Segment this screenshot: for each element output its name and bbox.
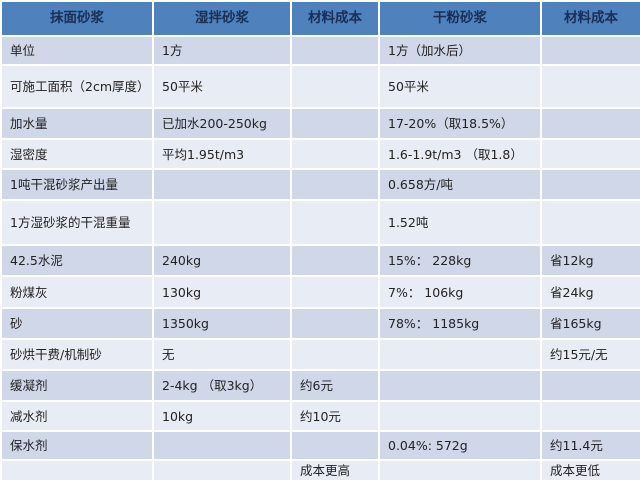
table-cell: 15%： 228kg <box>378 244 542 277</box>
table-cell: 约11.4元 <box>540 430 640 461</box>
table-cell <box>290 244 380 277</box>
table-row: 可施工面积（2cm厚度） 50平米 50平米 <box>0 64 640 109</box>
table-cell: 50平米 <box>378 64 542 109</box>
table-cell <box>290 307 380 340</box>
table-cell: 湿密度 <box>0 138 154 170</box>
table-cell: 0.658方/吨 <box>378 168 542 201</box>
table-cell: 0.04%: 572g <box>378 430 542 461</box>
table-row: 1方湿砂浆的干混重量 1.52吨 <box>0 199 640 246</box>
table-cell: 平均1.95t/m3 <box>152 138 292 170</box>
table-cell <box>290 138 380 170</box>
table-row: 42.5水泥 240kg 15%： 228kg 省12kg <box>0 244 640 277</box>
table-cell: 42.5水泥 <box>0 244 154 277</box>
table-cell: 10kg <box>152 400 292 432</box>
table-row: 减水剂 10kg 约10元 <box>0 400 640 432</box>
table-cell: 砂 <box>0 307 154 340</box>
header-cell: 材料成本 <box>540 0 640 37</box>
table-cell: 1吨干混砂浆产出量 <box>0 168 154 201</box>
table-row: 加水量 已加水200-250kg 17-20%（取18.5%） <box>0 107 640 140</box>
table-cell <box>540 168 640 201</box>
table-row: 砂烘干费/机制砂无 约15元/无 <box>0 338 640 371</box>
table-cell <box>290 35 380 66</box>
table-cell: 1.52吨 <box>378 199 542 246</box>
table-cell: 单位 <box>0 35 154 66</box>
table-cell: 加水量 <box>0 107 154 140</box>
table-cell: 240kg <box>152 244 292 277</box>
table-cell <box>290 107 380 140</box>
header-cell: 抹面砂浆 <box>0 0 154 37</box>
table-cell: 1350kg <box>152 307 292 340</box>
table-cell: 2-4kg （取3kg） <box>152 369 292 402</box>
table-cell <box>0 459 154 482</box>
table-cell <box>290 275 380 309</box>
table-cell <box>540 35 640 66</box>
table-cell: 减水剂 <box>0 400 154 432</box>
table-cell: 砂烘干费/机制砂 <box>0 338 154 371</box>
table-cell <box>378 459 542 482</box>
table-cell <box>152 430 292 461</box>
table-cell: 已加水200-250kg <box>152 107 292 140</box>
table-cell: 保水剂 <box>0 430 154 461</box>
table-cell <box>290 338 380 371</box>
table-cell <box>152 459 292 482</box>
table-cell: 粉煤灰 <box>0 275 154 309</box>
table-cell: 成本更高 <box>290 459 380 482</box>
header-cell: 湿拌砂浆 <box>152 0 292 37</box>
table-cell <box>540 400 640 432</box>
header-cell: 材料成本 <box>290 0 380 37</box>
table-cell <box>378 338 542 371</box>
table-cell: 缓凝剂 <box>0 369 154 402</box>
header-row: 抹面砂浆 湿拌砂浆 材料成本 干粉砂浆 材料成本 <box>0 0 640 37</box>
table-cell <box>540 64 640 109</box>
table-cell: 约15元/无 <box>540 338 640 371</box>
table-cell: 130kg <box>152 275 292 309</box>
table-row: 单位 1方 1方（加水后） <box>0 35 640 66</box>
table-cell <box>540 199 640 246</box>
table-row: 粉煤灰 130kg 7%： 106kg 省24kg <box>0 275 640 309</box>
table-row: 砂 1350kg 78%： 1185kg 省165kg <box>0 307 640 340</box>
table-cell: 无 <box>152 338 292 371</box>
table-cell: 成本更低 <box>540 459 640 482</box>
table-row: 缓凝剂 2-4kg （取3kg） 约6元 <box>0 369 640 402</box>
table-cell: 约10元 <box>290 400 380 432</box>
table-cell: 1方 <box>152 35 292 66</box>
header-cell: 干粉砂浆 <box>378 0 542 37</box>
table-cell: 1方（加水后） <box>378 35 542 66</box>
table-cell: 省165kg <box>540 307 640 340</box>
table-cell <box>540 107 640 140</box>
table-cell <box>152 199 292 246</box>
table-cell <box>290 199 380 246</box>
table-cell: 78%： 1185kg <box>378 307 542 340</box>
table-cell: 省24kg <box>540 275 640 309</box>
table-cell: 1方湿砂浆的干混重量 <box>0 199 154 246</box>
table-row: 成本更高 成本更低 <box>0 459 640 482</box>
table-cell <box>378 369 542 402</box>
table-cell <box>540 138 640 170</box>
table-cell: 省12kg <box>540 244 640 277</box>
table-row: 1吨干混砂浆产出量 0.658方/吨 <box>0 168 640 201</box>
table-cell: 50平米 <box>152 64 292 109</box>
table-cell: 可施工面积（2cm厚度） <box>0 64 154 109</box>
table-cell: 约6元 <box>290 369 380 402</box>
table-cell <box>378 400 542 432</box>
table-row: 湿密度 平均1.95t/m3 1.6-1.9t/m3 （取1.8） <box>0 138 640 170</box>
table-cell <box>290 64 380 109</box>
table-cell: 17-20%（取18.5%） <box>378 107 542 140</box>
table-cell: 7%： 106kg <box>378 275 542 309</box>
table-cell <box>290 430 380 461</box>
table-cell <box>152 168 292 201</box>
table-row: 保水剂 0.04%: 572g 约11.4元 <box>0 430 640 461</box>
table-cell <box>540 369 640 402</box>
table-cell <box>290 168 380 201</box>
table-cell: 1.6-1.9t/m3 （取1.8） <box>378 138 542 170</box>
